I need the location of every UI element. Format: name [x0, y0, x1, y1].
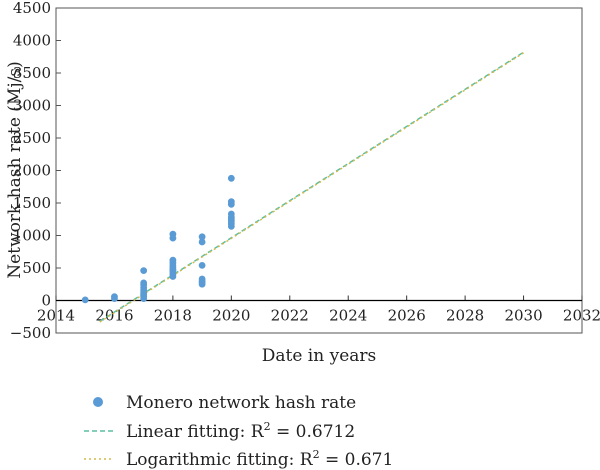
y-tick-label: 4500: [13, 0, 51, 17]
y-tick-label: 3000: [13, 97, 51, 115]
y-tick-label: 2000: [13, 162, 51, 180]
data-point: [111, 293, 118, 300]
legend-label-linear-text: Linear fitting: R: [126, 422, 265, 442]
data-point: [198, 233, 206, 241]
legend-label-linear: Linear fitting: R2 = 0.6712: [126, 420, 355, 442]
legend-label-linear-value: = 0.6712: [271, 422, 356, 442]
y-tick-label: 500: [22, 259, 51, 277]
y-tick-label: 1500: [13, 194, 51, 212]
data-point: [198, 262, 206, 269]
x-tick-label: 2016: [95, 307, 133, 325]
data-point: [140, 267, 148, 274]
data-point: [227, 223, 235, 230]
legend-item-linear: Linear fitting: R2 = 0.6712: [84, 420, 355, 442]
legend-item-scatter: Monero network hash rate: [93, 393, 356, 413]
plot-area: [55, 7, 583, 334]
logarithmic-fit-line: [99, 52, 524, 323]
x-tick-label: 2024: [329, 307, 367, 325]
data-point: [140, 295, 148, 302]
x-tick-label: 2026: [388, 307, 426, 325]
legend-label-log-value: = 0.671: [320, 450, 394, 470]
y-tick-label: 4000: [13, 32, 51, 50]
data-point: [169, 273, 177, 280]
y-tick-label: 0: [41, 292, 51, 310]
x-tick-label: 2022: [271, 307, 309, 325]
y-axis-ticks: −500 0 500 1000 1500 2000 2500 3000 3500 4000 4500: [10, 0, 61, 342]
y-tick-label: 3500: [13, 64, 51, 82]
data-point: [169, 234, 177, 242]
y-tick-label: −500: [10, 324, 51, 342]
data-point: [227, 200, 235, 208]
legend: Monero network hash rate Linear fitting:…: [84, 393, 393, 470]
y-tick-label: 1000: [13, 227, 51, 245]
y-axis-title: Network hash rate (Mj/s): [5, 61, 25, 279]
legend-label-log: Logarithmic fitting: R2 = 0.671: [126, 448, 393, 470]
x-tick-label: 2032: [563, 307, 600, 325]
x-axis-title: Date in years: [262, 346, 377, 366]
legend-marker-scatter: [93, 397, 103, 407]
x-tick-label: 2020: [212, 307, 250, 325]
x-tick-label: 2028: [446, 307, 484, 325]
data-point: [227, 174, 235, 182]
data-point: [198, 280, 206, 288]
legend-label-scatter: Monero network hash rate: [126, 393, 356, 413]
x-tick-label: 2030: [504, 307, 542, 325]
legend-label-linear-sup: 2: [264, 420, 271, 433]
legend-label-log-text: Logarithmic fitting: R: [126, 450, 314, 470]
y-tick-label: 2500: [13, 129, 51, 147]
data-point: [81, 296, 89, 304]
x-axis-ticks: 2014 2016 2018 2020 2022 2024 2026 2028 2030 2032: [37, 295, 600, 325]
legend-item-log: Logarithmic fitting: R2 = 0.671: [84, 448, 393, 470]
data-point: [198, 238, 206, 246]
data-points: [81, 174, 235, 304]
x-tick-label: 2018: [154, 307, 192, 325]
legend-label-log-sup: 2: [313, 448, 320, 461]
x-tick-label: 2014: [37, 307, 75, 325]
